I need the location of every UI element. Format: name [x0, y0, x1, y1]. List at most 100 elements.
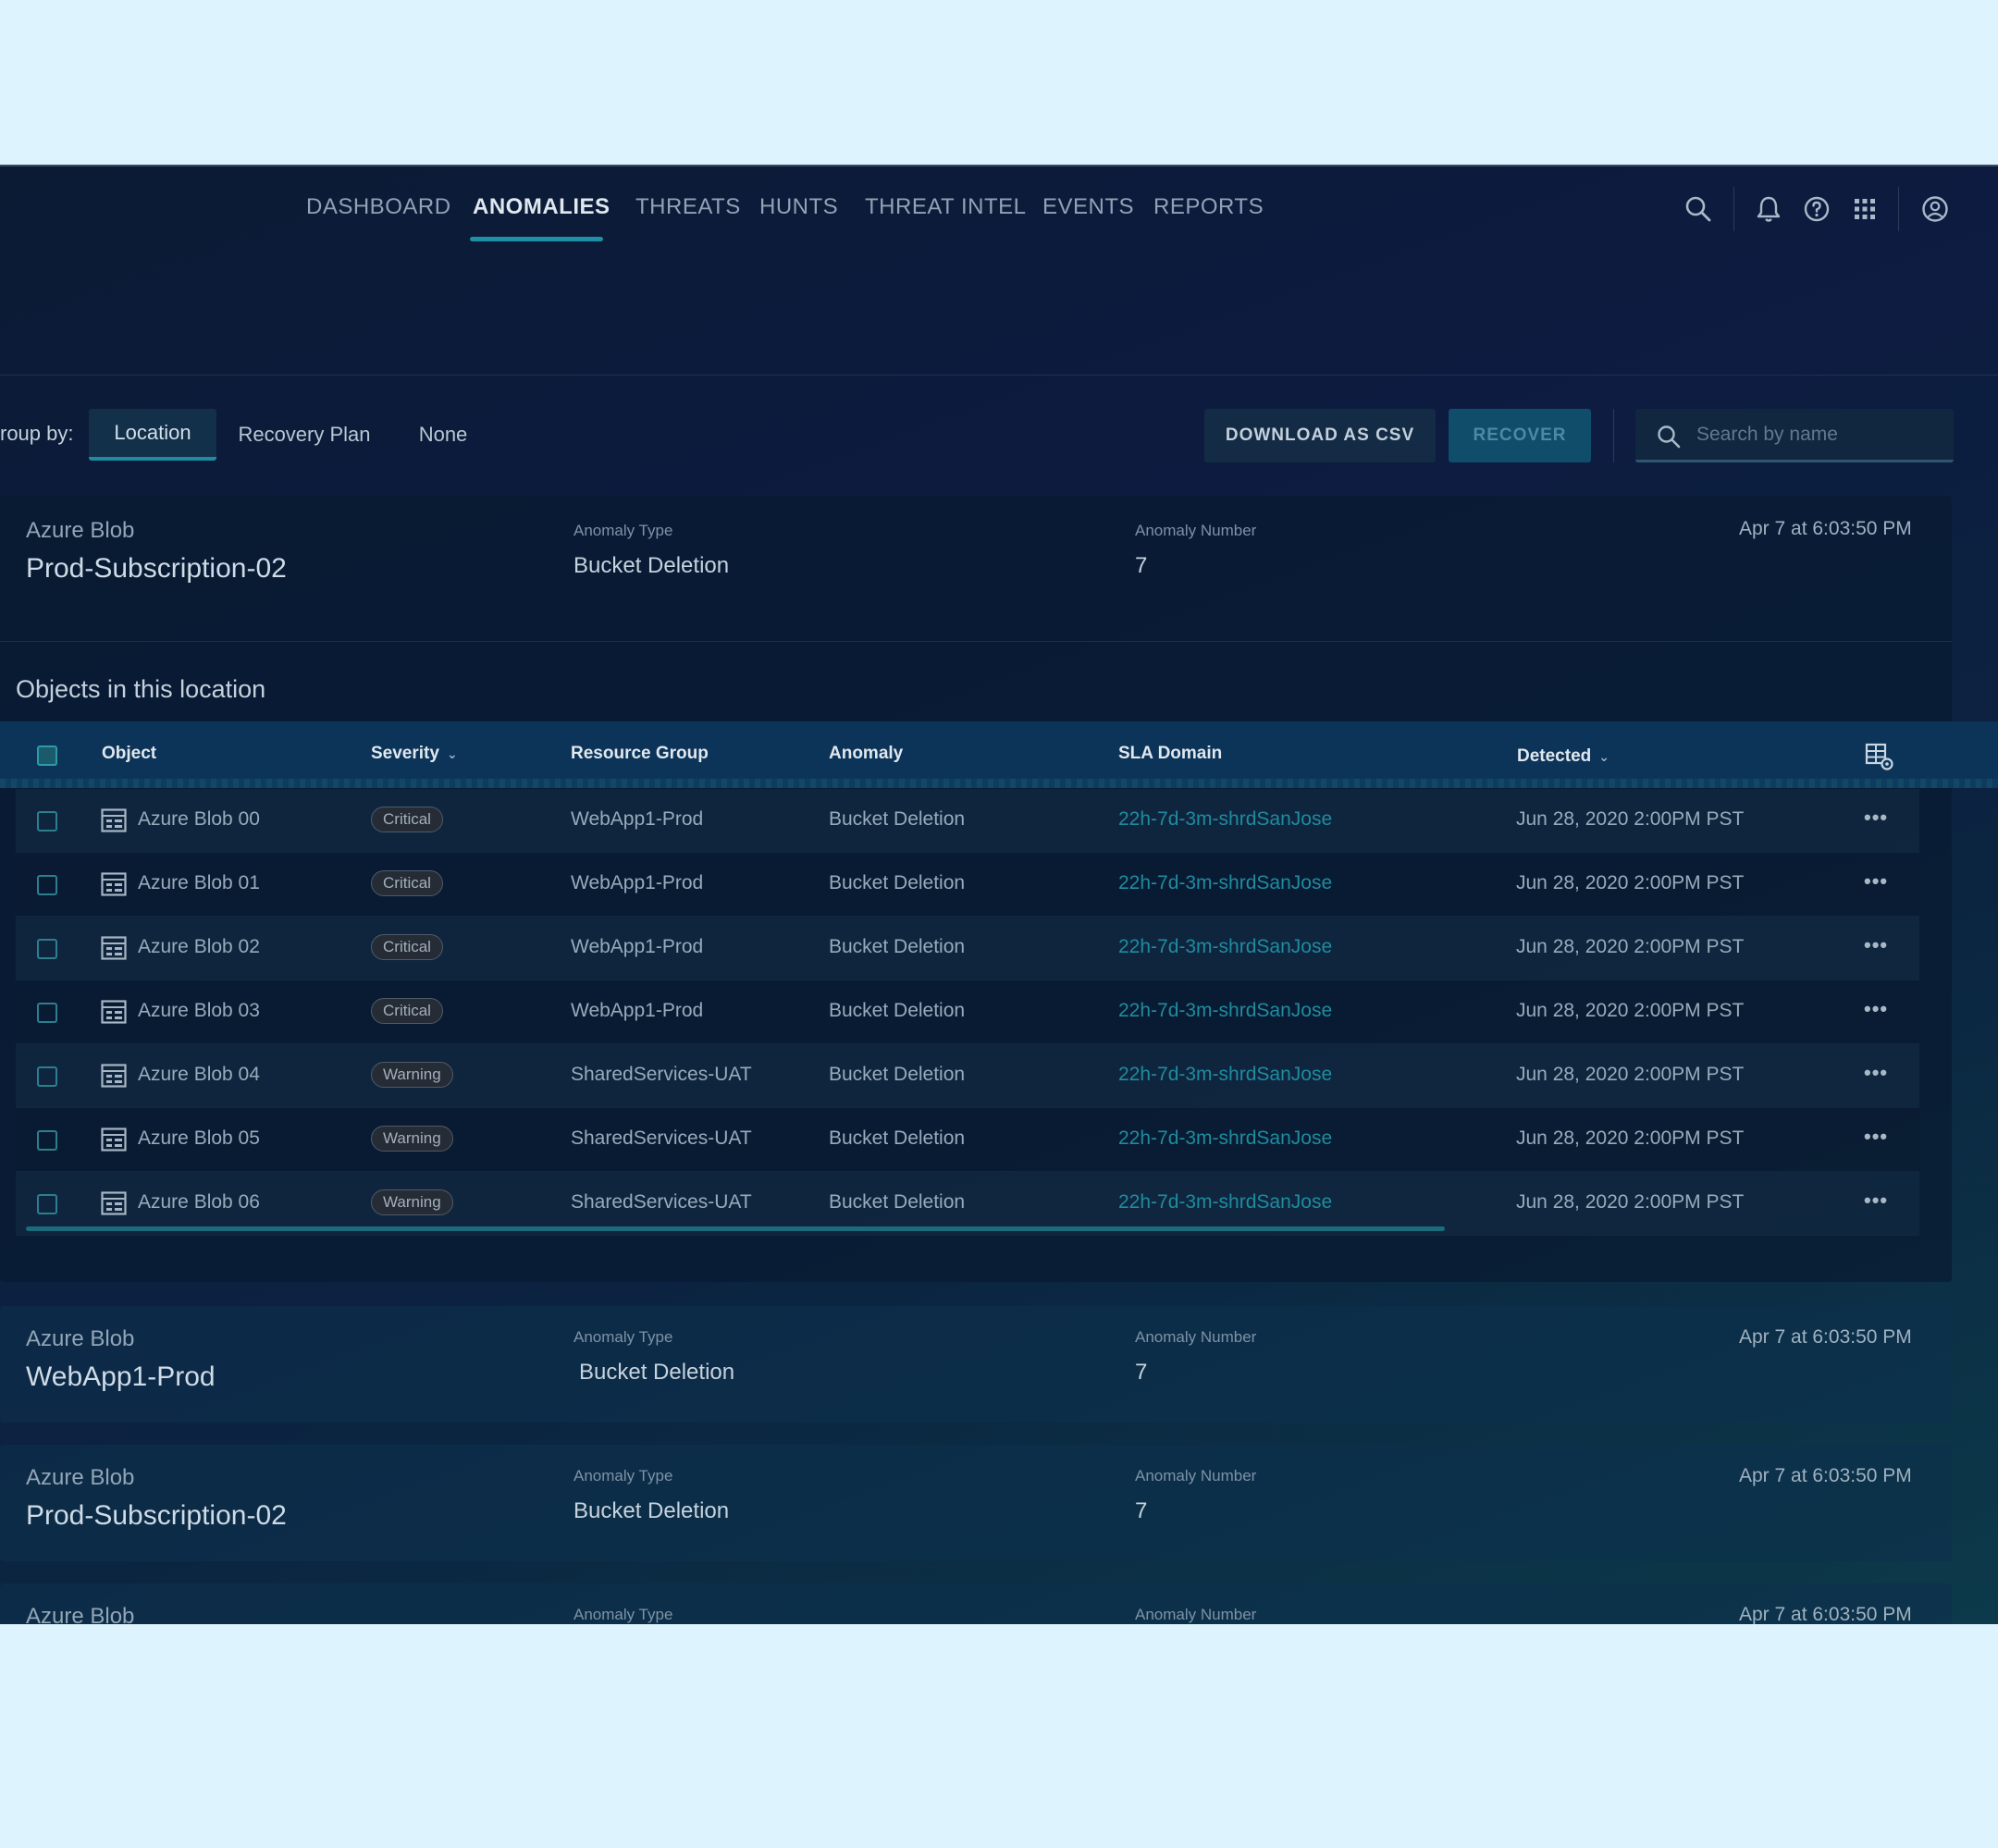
table-row[interactable]: Azure Blob 00 Critical WebApp1-Prod Bucket …	[16, 789, 1919, 853]
anomaly-type-value: Bucket Deletion	[574, 553, 730, 578]
header-divider	[0, 375, 1998, 376]
object-name: Azure Blob 01	[138, 872, 260, 893]
tab-threats[interactable]: THREATS	[635, 194, 741, 219]
severity-badge: Warning	[371, 1189, 453, 1215]
group-by-none-button[interactable]: None	[418, 423, 468, 446]
more-actions-icon[interactable]: •••	[1864, 933, 1889, 956]
group-object-type: Azure Blob	[26, 1604, 135, 1624]
column-header-anomaly[interactable]: Anomaly	[829, 744, 904, 763]
table-row[interactable]: Azure Blob 01 Critical WebApp1-Prod Bucket …	[16, 853, 1919, 917]
tab-threat-intel[interactable]: THREAT INTEL	[865, 194, 1027, 219]
anomaly-cell: Bucket Deletion	[829, 1191, 966, 1213]
anomaly-number-value: 7	[1135, 553, 1148, 578]
detected-cell: Jun 28, 2020 2:00PM PST	[1516, 872, 1745, 893]
location-group-card[interactable]: Azure Blob WebApp1-Prod Anomaly Type Buc…	[0, 1306, 1952, 1423]
table-row[interactable]: Azure Blob 03 Critical WebApp1-Prod Bucket …	[16, 980, 1919, 1044]
sla-domain-link[interactable]: 22h-7d-3m-shrdSanJose	[1118, 1127, 1333, 1149]
storage-object-icon	[101, 808, 127, 837]
location-group-card[interactable]: Azure Blob Anomaly Type Anomaly Number A…	[0, 1583, 1952, 1624]
detected-cell: Jun 28, 2020 2:00PM PST	[1516, 808, 1745, 830]
anomaly-type-label: Anomaly Type	[574, 1606, 673, 1623]
severity-badge: Warning	[371, 1062, 453, 1088]
resource-group-cell: WebApp1-Prod	[571, 1000, 704, 1021]
search-icon	[1658, 425, 1681, 449]
group-card-header[interactable]: Azure Blob Prod-Subscription-02 Anomaly …	[0, 496, 1952, 642]
table-row[interactable]: Azure Blob 05 Warning SharedServices-UAT Bu…	[16, 1108, 1919, 1172]
apps-grid-icon[interactable]	[1850, 194, 1880, 224]
group-by-location-button[interactable]: Location	[89, 409, 216, 461]
row-checkbox[interactable]	[37, 1130, 57, 1151]
table-row[interactable]: Azure Blob 06 Warning SharedServices-UAT Bu…	[16, 1172, 1919, 1236]
download-csv-button[interactable]: DOWNLOAD AS CSV	[1204, 409, 1436, 462]
nav-divider	[1733, 187, 1734, 231]
anomaly-cell: Bucket Deletion	[829, 1064, 966, 1085]
group-location-name: Prod-Subscription-02	[26, 1500, 287, 1531]
sla-domain-link[interactable]: 22h-7d-3m-shrdSanJose	[1118, 1000, 1333, 1021]
more-actions-icon[interactable]: •••	[1864, 1125, 1889, 1148]
sla-domain-link[interactable]: 22h-7d-3m-shrdSanJose	[1118, 1191, 1333, 1213]
tab-anomalies[interactable]: ANOMALIES	[473, 194, 610, 219]
group-location-name: WebApp1-Prod	[26, 1361, 216, 1392]
search-icon[interactable]	[1684, 194, 1713, 224]
sla-domain-link[interactable]: 22h-7d-3m-shrdSanJose	[1118, 936, 1333, 957]
object-name: Azure Blob 06	[138, 1191, 260, 1213]
anomaly-number-label: Anomaly Number	[1135, 1606, 1257, 1623]
detected-cell: Jun 28, 2020 2:00PM PST	[1516, 1127, 1745, 1149]
search-input[interactable]	[1696, 418, 1937, 451]
column-header-resource-group[interactable]: Resource Group	[571, 744, 709, 763]
row-checkbox[interactable]	[37, 1003, 57, 1023]
severity-badge: Critical	[371, 998, 443, 1024]
sort-chevron-icon: ⌄	[1598, 749, 1610, 764]
object-name: Azure Blob 05	[138, 1127, 260, 1149]
objects-section-title: Objects in this location	[16, 675, 266, 703]
column-header-severity[interactable]: Severity ⌄	[371, 744, 458, 764]
sort-chevron-icon: ⌄	[446, 746, 458, 761]
group-by-recovery-plan-button[interactable]: Recovery Plan	[238, 423, 371, 446]
table-row[interactable]: Azure Blob 04 Warning SharedServices-UAT Bu…	[16, 1044, 1919, 1108]
object-name: Azure Blob 00	[138, 808, 260, 830]
storage-object-icon	[101, 872, 127, 901]
detected-cell: Jun 28, 2020 2:00PM PST	[1516, 1064, 1745, 1085]
more-actions-icon[interactable]: •••	[1864, 1061, 1889, 1084]
help-icon[interactable]	[1802, 194, 1832, 224]
anomaly-number-value: 7	[1135, 1498, 1148, 1523]
sla-domain-link[interactable]: 22h-7d-3m-shrdSanJose	[1118, 872, 1333, 893]
search-box	[1635, 409, 1954, 462]
row-checkbox[interactable]	[37, 811, 57, 832]
column-settings-icon[interactable]	[1865, 742, 1894, 771]
select-all-checkbox[interactable]	[37, 745, 57, 766]
group-object-type: Azure Blob	[26, 1465, 135, 1490]
tab-reports[interactable]: REPORTS	[1153, 194, 1264, 219]
anomaly-number-label: Anomaly Number	[1135, 1328, 1257, 1346]
sla-domain-link[interactable]: 22h-7d-3m-shrdSanJose	[1118, 1064, 1333, 1085]
more-actions-icon[interactable]: •••	[1864, 806, 1889, 829]
column-header-object[interactable]: Object	[102, 744, 157, 763]
recover-button[interactable]: RECOVER	[1449, 409, 1591, 462]
anomaly-cell: Bucket Deletion	[829, 1000, 966, 1021]
table-row[interactable]: Azure Blob 02 Critical WebApp1-Prod Bucket …	[16, 917, 1919, 980]
table-header-strip	[0, 779, 1998, 788]
bell-icon[interactable]	[1754, 194, 1783, 224]
anomaly-cell: Bucket Deletion	[829, 936, 966, 957]
location-group-card[interactable]: Azure Blob Prod-Subscription-02 Anomaly …	[0, 1445, 1952, 1561]
tab-dashboard[interactable]: DASHBOARD	[306, 194, 451, 219]
horizontal-scrollbar[interactable]	[26, 1226, 1445, 1231]
row-checkbox[interactable]	[37, 1194, 57, 1214]
toolbar-divider	[1613, 409, 1614, 462]
tab-hunts[interactable]: HUNTS	[759, 194, 839, 219]
group-timestamp: Apr 7 at 6:03:50 PM	[1739, 1326, 1912, 1348]
column-header-sla-domain[interactable]: SLA Domain	[1118, 744, 1223, 763]
sla-domain-link[interactable]: 22h-7d-3m-shrdSanJose	[1118, 808, 1333, 830]
column-header-detected[interactable]: Detected ⌄	[1517, 746, 1610, 767]
more-actions-icon[interactable]: •••	[1864, 997, 1889, 1020]
resource-group-cell: SharedServices-UAT	[571, 1191, 752, 1213]
row-checkbox[interactable]	[37, 1066, 57, 1087]
user-account-icon[interactable]	[1920, 194, 1950, 224]
row-checkbox[interactable]	[37, 939, 57, 959]
more-actions-icon[interactable]: •••	[1864, 869, 1889, 893]
anomaly-number-label: Anomaly Number	[1135, 522, 1257, 539]
tab-events[interactable]: EVENTS	[1042, 194, 1135, 219]
resource-group-cell: SharedServices-UAT	[571, 1127, 752, 1149]
more-actions-icon[interactable]: •••	[1864, 1189, 1889, 1212]
row-checkbox[interactable]	[37, 875, 57, 895]
